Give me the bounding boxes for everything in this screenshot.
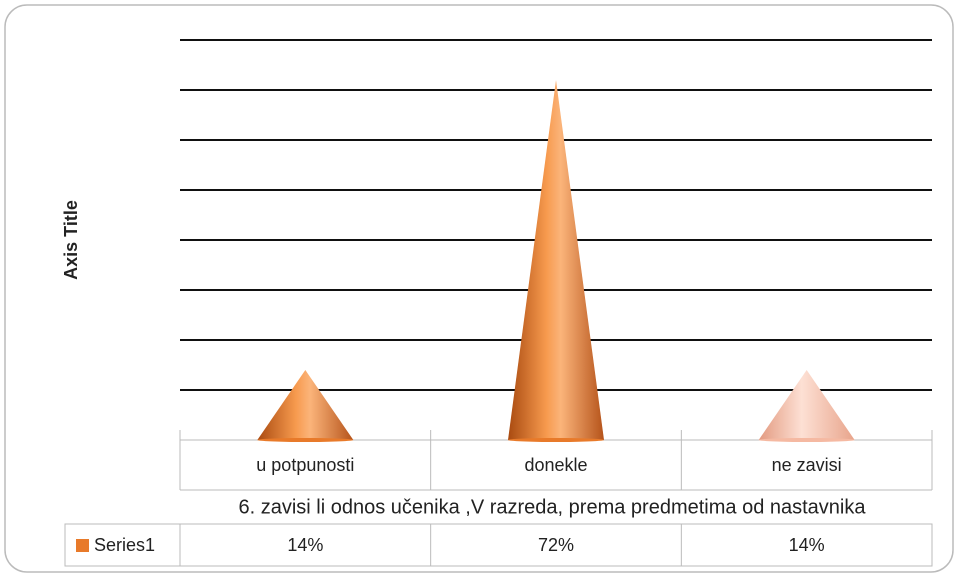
chart-frame [4, 4, 954, 573]
y-axis-title: Axis Title [61, 200, 81, 280]
x-tick-label: u potpunosti [256, 455, 354, 475]
cone [257, 370, 354, 440]
legend-label: Series1 [94, 535, 155, 555]
data-table-value: 14% [789, 535, 825, 555]
data-table-value: 72% [538, 535, 574, 555]
cone-base [758, 438, 855, 442]
x-tick-label: donekle [524, 455, 587, 475]
cone-base [508, 438, 604, 442]
x-axis-title: 6. zavisi li odnos učenika ,V razreda, p… [239, 496, 867, 518]
x-tick-label: ne zavisi [772, 455, 842, 475]
cone-base [257, 438, 354, 442]
data-table-value: 14% [287, 535, 323, 555]
cone [508, 80, 604, 440]
cone [758, 370, 855, 440]
legend-swatch [76, 539, 89, 552]
